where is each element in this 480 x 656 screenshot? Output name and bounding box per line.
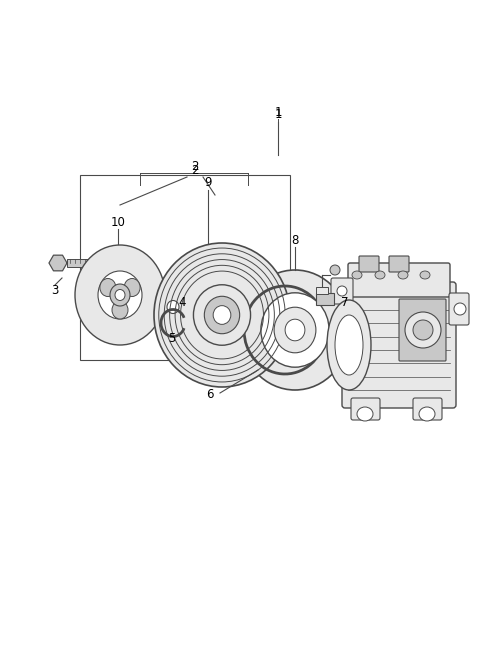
Text: 9: 9 (204, 176, 212, 190)
Ellipse shape (204, 297, 240, 334)
Ellipse shape (124, 279, 140, 297)
Ellipse shape (98, 271, 142, 319)
Ellipse shape (337, 286, 347, 296)
Text: 5: 5 (168, 331, 176, 344)
Text: 7: 7 (341, 297, 349, 310)
Ellipse shape (405, 312, 441, 348)
Text: 8: 8 (291, 234, 299, 247)
Text: 4: 4 (178, 295, 186, 308)
Ellipse shape (398, 271, 408, 279)
Ellipse shape (357, 407, 373, 421)
Ellipse shape (167, 300, 179, 314)
Ellipse shape (115, 289, 125, 300)
Ellipse shape (327, 300, 371, 390)
Text: 2: 2 (191, 163, 199, 176)
Ellipse shape (454, 303, 466, 315)
FancyBboxPatch shape (449, 293, 469, 325)
Ellipse shape (330, 265, 340, 275)
FancyBboxPatch shape (331, 278, 353, 304)
Polygon shape (49, 255, 67, 271)
Ellipse shape (285, 319, 305, 341)
Ellipse shape (193, 285, 251, 345)
Text: 10: 10 (110, 216, 125, 228)
Ellipse shape (375, 271, 385, 279)
Bar (67, 259, 95, 267)
FancyBboxPatch shape (359, 256, 379, 272)
Ellipse shape (335, 315, 363, 375)
Ellipse shape (112, 301, 128, 319)
Text: 6: 6 (206, 388, 214, 401)
Ellipse shape (419, 407, 435, 421)
Text: 1: 1 (274, 108, 282, 121)
FancyBboxPatch shape (342, 282, 456, 408)
Ellipse shape (154, 243, 290, 387)
Ellipse shape (274, 307, 316, 353)
Text: 1: 1 (274, 106, 282, 119)
Ellipse shape (100, 279, 116, 297)
Ellipse shape (261, 293, 329, 367)
Bar (316, 293, 334, 305)
FancyBboxPatch shape (389, 256, 409, 272)
Text: 2: 2 (191, 161, 199, 173)
Bar (80, 175, 290, 360)
Ellipse shape (240, 270, 350, 390)
Ellipse shape (413, 320, 433, 340)
Text: 3: 3 (51, 285, 59, 298)
Ellipse shape (75, 245, 165, 345)
Bar (22, 155, 462, 530)
Ellipse shape (352, 271, 362, 279)
FancyBboxPatch shape (413, 398, 442, 420)
Bar (316, 287, 328, 294)
Ellipse shape (420, 271, 430, 279)
FancyBboxPatch shape (348, 263, 450, 297)
Ellipse shape (110, 284, 130, 306)
FancyBboxPatch shape (351, 398, 380, 420)
Ellipse shape (213, 306, 231, 324)
FancyBboxPatch shape (399, 299, 446, 361)
Ellipse shape (161, 294, 185, 320)
